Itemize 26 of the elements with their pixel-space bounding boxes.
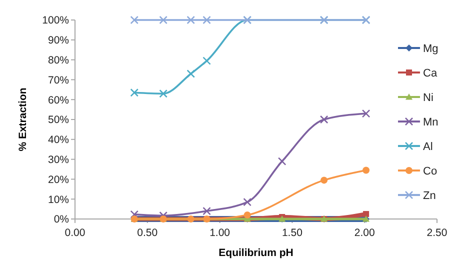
x-tick-label: 0.50 — [137, 227, 158, 239]
legend-label: Mn — [423, 116, 438, 128]
y-tick-label: 90% — [48, 34, 69, 47]
y-tick-label: 20% — [48, 174, 69, 186]
x-tick-label: 0.00 — [64, 227, 86, 239]
y-tick-label: 40% — [48, 134, 69, 146]
x-axis-title: Equilibrium pH — [218, 247, 294, 259]
y-tick-label: 50% — [48, 114, 69, 126]
y-tick-label: 100% — [42, 14, 69, 27]
x-tick-label: 2.00 — [354, 227, 375, 239]
x-tick-label: 2.50 — [426, 227, 448, 239]
legend-label: Mg — [423, 42, 438, 55]
y-tick-label: 70% — [48, 74, 69, 86]
y-tick-label: 30% — [48, 154, 69, 166]
y-tick-label: 10% — [48, 194, 69, 206]
legend-label: Zn — [423, 190, 436, 202]
y-tick-label: 60% — [48, 94, 69, 106]
legend-label: Ni — [423, 92, 434, 104]
legend-label: Al — [423, 140, 433, 153]
y-axis-title: % Extraction — [17, 88, 29, 152]
legend-label: Co — [423, 165, 438, 178]
y-tick-label: 80% — [48, 54, 69, 66]
legend-label: Ca — [423, 67, 438, 80]
y-tick-label: 0% — [54, 214, 69, 226]
x-tick-label: 1.50 — [282, 227, 303, 239]
x-tick-label: 1.00 — [210, 227, 230, 239]
